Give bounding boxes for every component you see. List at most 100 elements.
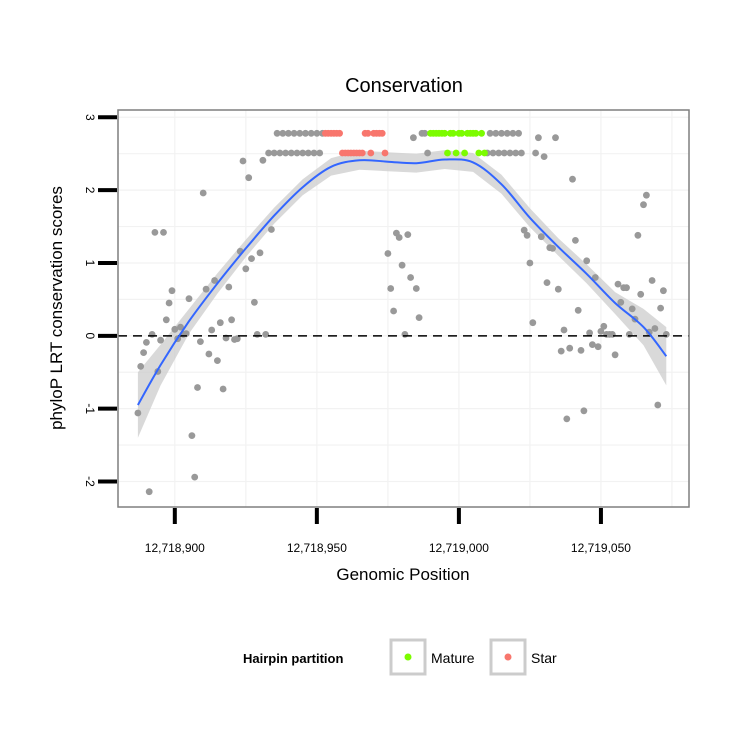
point-other [560, 326, 568, 334]
point-other [597, 328, 605, 335]
point-other [296, 129, 304, 137]
legend-label-star: Star [531, 650, 557, 666]
point-other [225, 283, 233, 291]
point-other [424, 149, 431, 157]
point-other [563, 415, 571, 423]
point-other [242, 265, 250, 273]
y-tick-label: -2 [83, 476, 97, 487]
point-other [228, 316, 236, 324]
point-other [162, 316, 170, 324]
point-mature [472, 129, 480, 137]
y-tick-label: 2 [83, 187, 97, 194]
point-other [140, 349, 148, 356]
point-other [287, 149, 295, 157]
legend-title: Hairpin partition [243, 651, 343, 666]
point-other [569, 175, 576, 183]
x-tick-label: 12,718,950 [287, 541, 347, 555]
point-other [398, 261, 406, 269]
point-other [248, 255, 255, 262]
legend-item-mature: Mature [389, 638, 475, 676]
y-tick-label: 0 [83, 332, 97, 339]
point-other [168, 287, 176, 295]
point-other [614, 280, 622, 288]
point-mature [478, 129, 485, 137]
point-other [310, 149, 318, 157]
point-star [364, 129, 372, 137]
y-tick-label: -1 [83, 403, 97, 414]
point-other [526, 259, 534, 267]
point-other [532, 149, 539, 157]
x-tick-label: 12,719,000 [429, 541, 489, 555]
point-other [583, 257, 591, 265]
point-other [623, 284, 630, 292]
point-other [651, 325, 659, 332]
point-other [518, 149, 525, 157]
point-other [637, 290, 645, 298]
point-other [415, 314, 423, 321]
point-other [390, 307, 397, 315]
point-other [500, 149, 508, 157]
point-other [219, 385, 227, 393]
y-axis: -2 -1 0 1 2 3 [83, 114, 117, 487]
point-other [205, 350, 213, 358]
point-other [307, 129, 315, 137]
point-other [233, 335, 241, 343]
point-mature [444, 149, 451, 157]
point-other [160, 229, 167, 236]
point-other [157, 336, 165, 344]
point-other [197, 338, 204, 345]
point-other [412, 285, 420, 292]
point-mature [441, 129, 449, 137]
point-star [381, 149, 389, 157]
plot-border [117, 109, 690, 508]
point-other [503, 129, 511, 137]
point-other [535, 134, 542, 142]
point-other [506, 149, 514, 157]
point-other [552, 134, 559, 142]
point-other [495, 149, 503, 157]
point-other [387, 285, 395, 292]
point-other [191, 473, 199, 481]
point-other [594, 343, 602, 351]
point-other [498, 129, 505, 137]
point-other [268, 226, 275, 233]
point-other [486, 129, 494, 137]
point-other [134, 409, 142, 417]
point-other [557, 347, 565, 355]
point-other [293, 149, 301, 157]
point-other [137, 363, 145, 370]
point-other [489, 149, 497, 157]
point-other [251, 298, 258, 306]
plot-background [118, 110, 689, 507]
point-other [640, 201, 647, 209]
point-other [404, 231, 412, 239]
point-other [188, 432, 196, 439]
x-axis-label: Genomic Position [336, 565, 469, 584]
point-other [276, 149, 284, 157]
legend-item-star: Star [489, 638, 557, 676]
chart-title: Conservation [345, 75, 463, 97]
point-mature [458, 129, 466, 137]
point-other [660, 287, 667, 295]
point-other [279, 129, 287, 137]
point-other [648, 277, 656, 284]
point-other [586, 329, 593, 337]
point-other [185, 295, 193, 303]
point-other [625, 331, 633, 338]
point-mature [449, 129, 457, 137]
point-other [202, 285, 210, 293]
point-other [580, 407, 588, 415]
point-other [410, 134, 417, 142]
point-other [270, 149, 278, 157]
point-other [512, 149, 520, 157]
point-other [145, 488, 153, 496]
legend-swatch-star [504, 653, 512, 661]
point-other [214, 357, 221, 364]
point-mature [475, 149, 483, 157]
point-other [299, 149, 307, 157]
x-tick-label: 12,718,900 [145, 541, 205, 555]
point-mature [481, 149, 488, 157]
point-other [302, 129, 309, 137]
point-other [151, 229, 159, 236]
